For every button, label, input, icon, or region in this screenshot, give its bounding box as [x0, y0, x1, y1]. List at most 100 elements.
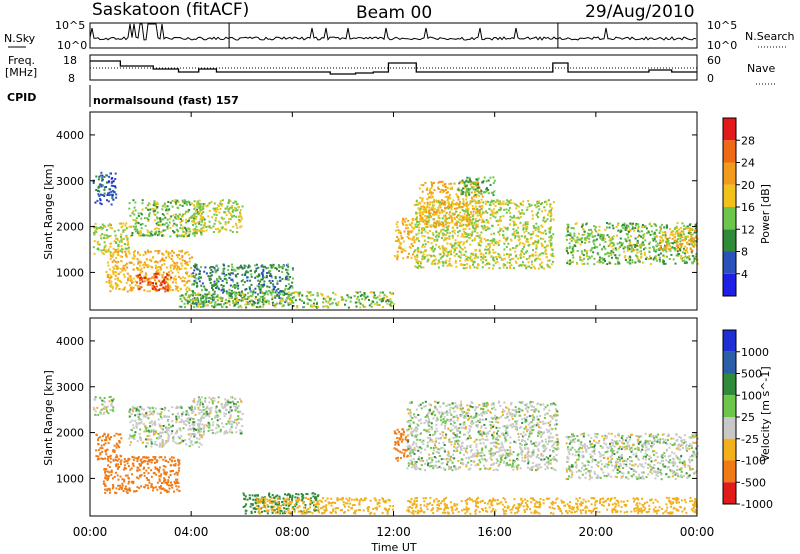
data-cell	[251, 300, 254, 303]
data-cell	[353, 295, 356, 298]
data-cell	[214, 209, 217, 211]
data-cell	[263, 276, 266, 279]
data-cell	[93, 252, 96, 255]
data-cell	[190, 275, 193, 278]
data-cell	[503, 257, 506, 260]
data-cell	[147, 234, 150, 237]
data-cell	[211, 266, 214, 269]
data-cell	[200, 209, 202, 211]
data-cell	[230, 297, 233, 300]
data-cell	[432, 250, 435, 253]
data-cell	[440, 188, 443, 191]
data-cell	[138, 436, 141, 439]
data-cell	[608, 226, 611, 229]
data-cell	[566, 228, 569, 231]
data-cell	[437, 216, 440, 219]
data-cell	[121, 255, 124, 258]
data-cell	[414, 226, 417, 228]
data-cell	[209, 275, 212, 278]
data-cell	[169, 484, 172, 487]
data-cell	[515, 261, 518, 264]
data-cell	[441, 232, 444, 235]
data-cell	[691, 233, 694, 236]
data-cell	[238, 221, 241, 224]
nave-label: Nave	[747, 62, 775, 75]
data-cell	[492, 203, 495, 206]
data-cell	[198, 272, 201, 275]
data-cell	[517, 205, 520, 208]
data-cell	[465, 258, 468, 260]
data-cell	[104, 473, 107, 476]
data-cell	[528, 265, 531, 268]
data-cell	[210, 298, 212, 300]
data-cell	[188, 209, 191, 211]
data-cell	[409, 246, 412, 249]
data-cell	[224, 298, 227, 301]
data-cell	[466, 211, 469, 214]
data-cell	[220, 216, 223, 219]
data-cell	[638, 230, 641, 233]
data-cell	[502, 266, 505, 269]
data-cell	[147, 456, 150, 459]
data-cell	[292, 277, 294, 280]
data-cell	[282, 304, 285, 307]
data-cell	[157, 269, 160, 271]
data-cell	[476, 190, 479, 193]
data-cell	[484, 229, 487, 232]
data-cell	[209, 301, 212, 304]
data-cell	[603, 258, 606, 261]
data-cell	[213, 280, 216, 283]
data-cell	[269, 273, 272, 275]
data-cell	[184, 299, 187, 302]
data-cell	[582, 227, 585, 230]
data-cell	[234, 296, 237, 299]
data-cell	[423, 210, 426, 213]
data-cell	[119, 249, 122, 252]
data-cell	[585, 252, 588, 255]
data-cell	[135, 422, 138, 424]
data-cell	[187, 220, 190, 223]
data-cell	[421, 255, 424, 258]
data-cell	[200, 232, 203, 235]
data-cell	[520, 264, 523, 267]
data-cell	[502, 230, 505, 233]
data-cell	[414, 223, 417, 226]
data-cell	[643, 248, 645, 251]
data-cell	[474, 230, 476, 233]
data-cell	[341, 296, 343, 299]
data-cell	[138, 463, 141, 465]
data-cell	[407, 227, 410, 229]
data-cell	[200, 302, 203, 305]
data-cell	[615, 225, 618, 228]
data-cell	[525, 240, 528, 243]
data-cell	[456, 226, 459, 229]
data-cell	[578, 232, 580, 235]
data-cell	[129, 214, 132, 217]
data-cell	[430, 242, 433, 245]
data-cell	[497, 202, 500, 205]
data-cell	[500, 207, 503, 210]
data-cell	[615, 256, 618, 259]
data-cell	[662, 262, 665, 265]
data-cell	[503, 248, 506, 251]
data-cell	[221, 286, 224, 289]
data-cell	[430, 181, 433, 184]
data-cell	[583, 233, 586, 236]
data-cell	[178, 467, 181, 470]
data-cell	[465, 216, 468, 219]
data-cell	[322, 305, 325, 308]
data-cell	[237, 287, 240, 290]
data-cell	[648, 243, 650, 245]
data-cell	[289, 276, 292, 278]
data-cell	[451, 221, 454, 224]
data-cell	[173, 222, 176, 225]
data-cell	[409, 230, 412, 233]
data-cell	[647, 231, 650, 234]
data-cell	[654, 233, 657, 236]
data-cell	[472, 213, 475, 216]
data-cell	[664, 244, 667, 247]
data-cell	[248, 265, 251, 268]
data-cell	[446, 242, 449, 245]
data-cell	[332, 291, 335, 294]
data-cell	[121, 478, 124, 481]
